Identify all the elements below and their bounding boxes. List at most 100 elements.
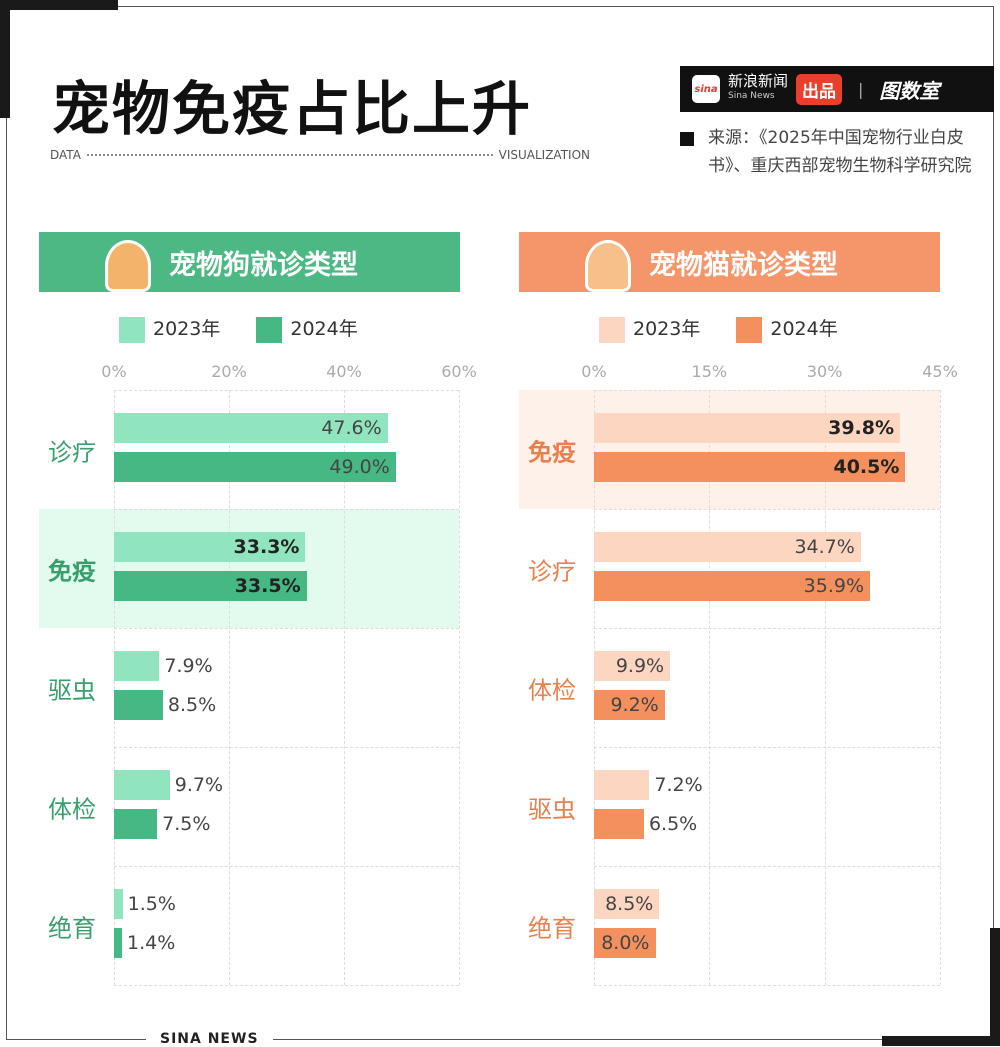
- legend-swatch: [119, 316, 145, 343]
- shiba-dog-icon: [105, 240, 151, 292]
- corner-decoration: [0, 0, 10, 118]
- dog-bar-2024: [114, 809, 158, 839]
- legend-item: 2023年: [119, 314, 220, 343]
- cat-bar-2023: [594, 532, 861, 562]
- data-label: 1.5%: [127, 893, 176, 915]
- brand-bar: sina 新浪新闻 Sina News 出品 | 图数室: [680, 66, 994, 112]
- square-bullet-icon: [680, 132, 694, 146]
- data-label: 33.5%: [234, 575, 301, 597]
- x-tick-label: 30%: [806, 362, 843, 381]
- dog-bar-2023: [114, 413, 388, 443]
- grid-line-horizontal: [594, 390, 940, 391]
- data-label: 9.2%: [610, 694, 659, 716]
- cat-bar-2024: [594, 690, 665, 720]
- legend-label: 2023年: [153, 318, 221, 340]
- grid-line-horizontal: [594, 628, 940, 629]
- dog-bar-2023: [114, 889, 123, 919]
- highlight-band: [519, 390, 940, 509]
- dog-bar-2023: [114, 532, 306, 562]
- grid-line-horizontal: [594, 985, 940, 986]
- data-label: 9.7%: [174, 774, 224, 796]
- x-tick-label: 0%: [101, 362, 127, 381]
- subtitle-left: DATA: [50, 148, 81, 162]
- cat-bar-2023: [594, 651, 671, 681]
- grid-line-horizontal: [594, 509, 940, 510]
- produced-badge: 出品: [796, 73, 843, 105]
- data-label: 33.3%: [233, 536, 300, 558]
- data-label: 40.5%: [833, 456, 900, 478]
- cat-bar-2023: [594, 770, 650, 800]
- cat-bar-2024: [594, 571, 871, 601]
- data-label: 9.9%: [615, 655, 665, 677]
- data-label: 8.0%: [601, 932, 650, 954]
- brand-name-en: Sina News: [728, 91, 775, 101]
- cat-legend: 2023年 2024年: [599, 314, 838, 343]
- category-label: 诊疗: [528, 557, 576, 585]
- category-label: 绝育: [528, 914, 576, 942]
- dog-bar-2023: [114, 651, 160, 681]
- brand-separator: |: [858, 79, 864, 99]
- sina-logo-icon: sina: [692, 75, 720, 103]
- grid-line-vertical: [709, 390, 711, 985]
- brand-name-cn: 新浪新闻: [728, 72, 789, 90]
- page-title: 宠物免疫占比上升: [52, 75, 533, 143]
- category-label: 体检: [48, 795, 96, 823]
- cat-chart-header: 宠物猫就诊类型: [519, 232, 940, 292]
- subtitle: DATA VISUALIZATION: [50, 148, 590, 162]
- dog-bar-2024: [114, 571, 307, 601]
- grid-line-vertical: [940, 390, 941, 985]
- cat-bar-2023: [594, 413, 901, 443]
- data-label: 1.4%: [127, 932, 176, 954]
- brand-name: 新浪新闻 Sina News: [728, 74, 788, 104]
- grid-line-vertical: [114, 390, 115, 985]
- category-label: 免疫: [528, 438, 576, 466]
- cat-bar-2023: [594, 889, 660, 919]
- subtitle-right: VISUALIZATION: [498, 148, 590, 162]
- grid-line-horizontal: [114, 509, 459, 510]
- data-label: 8.5%: [167, 694, 217, 716]
- data-label: 39.8%: [828, 417, 895, 439]
- grid-line-horizontal: [114, 747, 459, 748]
- grid-line-horizontal: [114, 628, 459, 629]
- category-label: 驱虫: [48, 676, 96, 704]
- grid-line-horizontal: [114, 866, 459, 867]
- data-label: 8.5%: [605, 893, 654, 915]
- grid-line-horizontal: [594, 866, 940, 867]
- x-tick-label: 20%: [211, 362, 247, 381]
- dog-chart-header: 宠物狗就诊类型: [39, 232, 460, 292]
- grid-line-horizontal: [114, 390, 459, 391]
- data-label: 7.5%: [162, 813, 211, 835]
- corner-decoration: [990, 928, 1000, 1046]
- grid-line-horizontal: [114, 985, 459, 986]
- dog-bar-2024: [114, 452, 396, 482]
- grid-line-vertical: [344, 390, 345, 985]
- legend-item: 2024年: [256, 314, 358, 343]
- legend-label: 2023年: [633, 318, 701, 340]
- source-note: 来源：《2025年中国宠物行业白皮书》、重庆西部宠物生物科学研究院: [680, 124, 980, 180]
- highlight-band: [39, 509, 459, 628]
- studio-logo: 图数室: [879, 78, 940, 103]
- legend-label: 2024年: [290, 318, 358, 340]
- legend-swatch: [256, 316, 283, 343]
- x-tick-label: 60%: [441, 362, 477, 381]
- grid-line-horizontal: [594, 747, 940, 748]
- chart-title: 宠物狗就诊类型: [169, 249, 358, 281]
- cat-bar-2024: [594, 809, 644, 839]
- dog-bar-2023: [114, 770, 170, 800]
- x-tick-label: 40%: [326, 362, 362, 381]
- legend-item: 2024年: [736, 314, 838, 343]
- dog-bar-2024: [114, 928, 123, 958]
- grid-line-vertical: [229, 390, 230, 985]
- category-label: 体检: [528, 676, 576, 704]
- category-label: 绝育: [48, 914, 96, 942]
- source-text: 来源：《2025年中国宠物行业白皮书》、重庆西部宠物生物科学研究院: [708, 128, 972, 176]
- category-label: 驱虫: [528, 795, 576, 823]
- legend-swatch: [736, 316, 763, 343]
- cat-bar-2024: [594, 928, 656, 958]
- data-label: 35.9%: [803, 575, 865, 597]
- grid-line-vertical: [459, 390, 460, 985]
- data-label: 6.5%: [648, 813, 698, 835]
- frame: [6, 6, 994, 1040]
- dog-bar-2024: [114, 690, 163, 720]
- legend-swatch: [599, 316, 625, 343]
